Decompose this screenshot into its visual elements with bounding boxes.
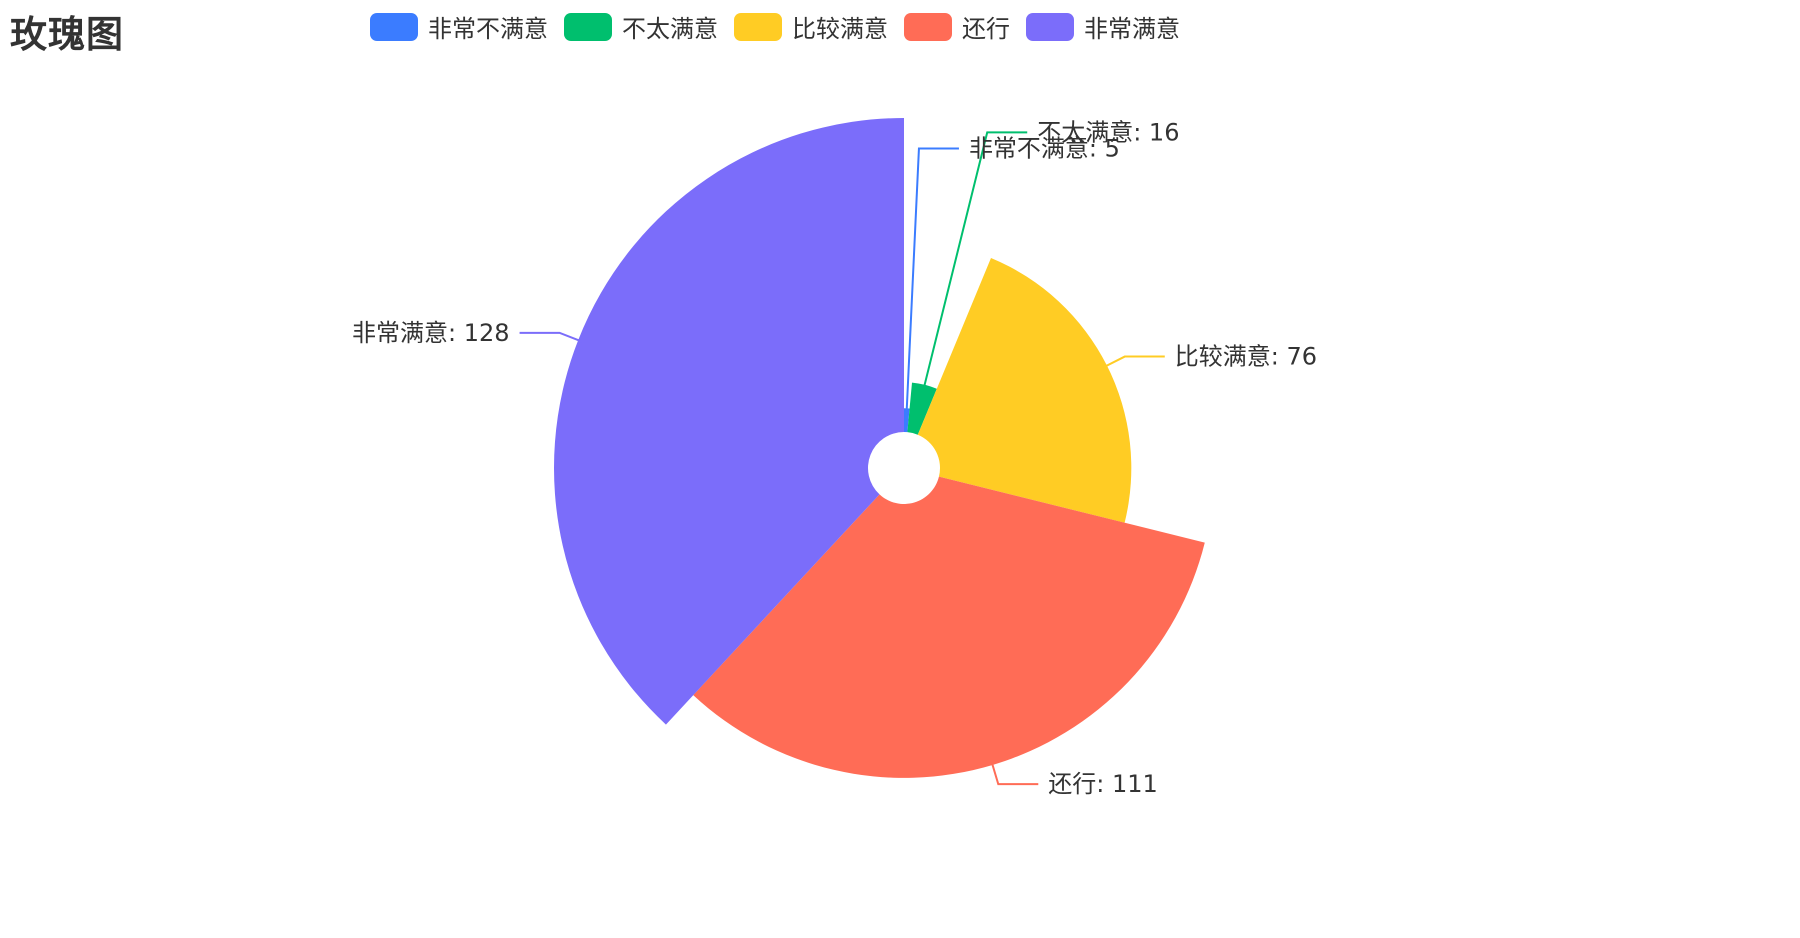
rose-slice[interactable] (907, 382, 937, 435)
legend-swatch (1026, 12, 1074, 41)
legend-label: 还行 (962, 15, 1010, 43)
slice-label: 非常满意: 128 (352, 319, 510, 347)
legend-label: 比较满意 (792, 15, 888, 43)
slices-layer (553, 118, 1205, 778)
legend-item[interactable]: 还行 (904, 9, 1010, 44)
slice-label: 还行: 111 (1048, 770, 1158, 798)
chart-title: 玫瑰图 (10, 13, 124, 56)
rose-slice[interactable] (693, 476, 1205, 778)
legend-swatch (904, 12, 952, 41)
rose-slice[interactable] (904, 408, 910, 433)
legend-item[interactable]: 非常不满意 (370, 9, 548, 44)
legend-label: 非常满意 (1084, 15, 1180, 43)
rose-slice[interactable] (553, 118, 904, 725)
legend-item[interactable]: 比较满意 (734, 9, 888, 44)
legend-item[interactable]: 不太满意 (564, 9, 718, 44)
leader-line (519, 331, 583, 343)
legend: 非常不满意 不太满意 比较满意 还行 非常满意 (0, 9, 1550, 44)
slice-label: 比较满意: 76 (1175, 343, 1317, 371)
legend-label: 不太满意 (622, 15, 718, 43)
leader-lines-layer (519, 131, 1165, 786)
legend-swatch (564, 12, 612, 41)
leader-line (990, 760, 1039, 786)
leader-line (1102, 355, 1165, 369)
leader-line (905, 147, 959, 413)
legend-swatch (370, 12, 418, 41)
rose-slice[interactable] (917, 257, 1132, 523)
slice-label: 非常不满意: 5 (969, 135, 1120, 163)
legend-item[interactable]: 非常满意 (1026, 9, 1180, 44)
legend-swatch (734, 12, 782, 41)
leader-line (922, 131, 1028, 389)
slice-label: 不太满意: 16 (1037, 118, 1179, 146)
legend-label: 非常不满意 (428, 15, 548, 43)
